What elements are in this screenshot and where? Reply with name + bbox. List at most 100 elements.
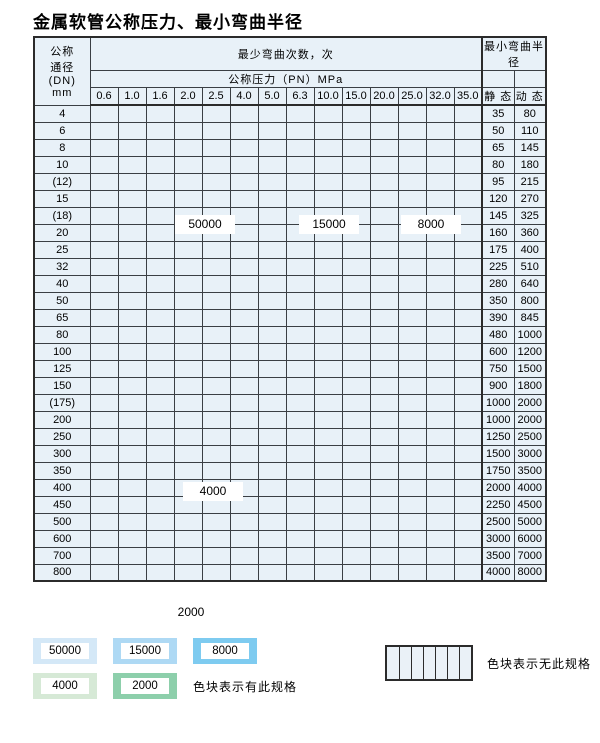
spec-cell-none: [341, 257, 371, 276]
pressure-column-header: 2.5: [201, 87, 231, 106]
spec-cell-none: [341, 546, 371, 565]
table-body: 4 35 80 6 50 110 8 65 145 10 80 180 (12) 95 215 15 120 27…: [33, 104, 547, 582]
bend-count-header: 最少弯曲次数，次: [89, 36, 483, 71]
spec-cell-none: [313, 478, 343, 497]
no-spec-swatch: [385, 645, 473, 681]
spec-cell-b1: [117, 325, 147, 344]
header-row-1: 公称 通径 (DN) mm 最少弯曲次数，次 最小弯曲半径: [33, 36, 547, 106]
pressure-column-header: 10.0: [313, 87, 343, 106]
spec-cell-b2: [201, 291, 231, 310]
legend: 50000 15000 8000 4000 2000 色块表示有此规格: [33, 638, 297, 708]
dn-header-line-2: 通径: [50, 62, 75, 75]
spec-cell-g1: [145, 444, 175, 463]
spec-cell-b2: [257, 104, 287, 123]
spec-cell-g1: [173, 342, 203, 361]
spec-cell-b2: [173, 308, 203, 327]
spec-cell-b1: [89, 189, 119, 208]
spec-cell-g2: [173, 461, 203, 480]
spec-cell-none: [257, 563, 287, 582]
spec-cell-none: [285, 291, 315, 310]
table-row: 40 280 640: [33, 274, 547, 293]
pressure-column-header: 32.0: [425, 87, 455, 106]
radius-dynamic-cell: 110: [513, 121, 547, 140]
radius-static-cell: 750: [481, 359, 515, 378]
dn-value-cell: 15: [33, 189, 91, 208]
radius-static-header: 静 态: [481, 87, 515, 106]
radius-dynamic-cell: 510: [513, 257, 547, 276]
spec-cell-b1: [145, 206, 175, 225]
dn-value-cell: 300: [33, 444, 91, 463]
table-row: 400 2000 4000: [33, 478, 547, 497]
spec-cell-b1: [201, 172, 231, 191]
spec-cell-b1: [173, 121, 203, 140]
pressure-column-header: 25.0: [397, 87, 427, 106]
spec-cell-g1: [229, 376, 259, 395]
spec-cell-g1: [89, 342, 119, 361]
spec-cell-g1: [257, 359, 287, 378]
spec-cell-none: [425, 121, 455, 140]
spec-cell-none: [397, 410, 427, 429]
spec-cell-none: [257, 512, 287, 531]
spec-cell-none: [341, 444, 371, 463]
spec-cell-b2: [201, 257, 231, 276]
spec-cell-none: [257, 461, 287, 480]
spec-cell-none: [313, 461, 343, 480]
spec-cell-none: [453, 461, 483, 480]
spec-cell-none: [453, 359, 483, 378]
spec-cell-g2: [145, 563, 175, 582]
spec-cell-b1: [145, 104, 175, 123]
spec-cell-b2: [145, 308, 175, 327]
spec-cell-none: [285, 563, 315, 582]
radius-dynamic-cell: 2000: [513, 410, 547, 429]
spec-cell-b3: [369, 172, 399, 191]
spec-cell-b3: [425, 104, 455, 123]
spec-cell-b2: [313, 155, 343, 174]
spec-cell-none: [425, 461, 455, 480]
table-row: 150 900 1800: [33, 376, 547, 395]
spec-cell-none: [313, 308, 343, 327]
radius-static-cell: 1750: [481, 461, 515, 480]
spec-cell-b1: [89, 274, 119, 293]
spec-cell-g1: [117, 444, 147, 463]
spec-cell-none: [397, 240, 427, 259]
overlay-value-label: 4000: [183, 482, 243, 501]
legend-chip-value: 2000: [121, 678, 169, 694]
radius-static-cell: 65: [481, 138, 515, 157]
spec-cell-none: [453, 325, 483, 344]
dn-value-cell: 65: [33, 308, 91, 327]
overlay-value-label: 50000: [175, 215, 235, 234]
spec-cell-none: [257, 325, 287, 344]
spec-cell-b1: [145, 172, 175, 191]
dn-header-line-3: (DN): [48, 75, 76, 88]
spec-cell-b2: [201, 274, 231, 293]
spec-cell-b1: [145, 189, 175, 208]
radius-dynamic-cell: 360: [513, 223, 547, 242]
spec-cell-g1: [201, 444, 231, 463]
spec-cell-none: [397, 291, 427, 310]
spec-cell-b2: [173, 325, 203, 344]
spec-cell-b1: [201, 138, 231, 157]
radius-dynamic-cell: 215: [513, 172, 547, 191]
dn-value-cell: 500: [33, 512, 91, 531]
pressure-column-header: 4.0: [229, 87, 259, 106]
spec-cell-none: [257, 546, 287, 565]
radius-static-cell: 1000: [481, 393, 515, 412]
radius-static-cell: 350: [481, 291, 515, 310]
spec-cell-none: [397, 427, 427, 446]
spec-cell-none: [341, 478, 371, 497]
radius-dynamic-cell: 800: [513, 291, 547, 310]
spec-cell-b1: [201, 155, 231, 174]
spec-cell-b2: [229, 223, 259, 242]
spec-cell-none: [397, 376, 427, 395]
spec-cell-none: [397, 478, 427, 497]
spec-cell-none: [397, 393, 427, 412]
spec-cell-b1: [145, 223, 175, 242]
radius-header: 最小弯曲半径: [481, 36, 547, 71]
spec-cell-b3: [257, 291, 287, 310]
radius-dynamic-cell: 7000: [513, 546, 547, 565]
spec-cell-none: [397, 257, 427, 276]
radius-dynamic-cell: 2000: [513, 393, 547, 412]
spec-cell-b2: [173, 291, 203, 310]
spec-cell-b3: [369, 155, 399, 174]
spec-cell-none: [425, 512, 455, 531]
